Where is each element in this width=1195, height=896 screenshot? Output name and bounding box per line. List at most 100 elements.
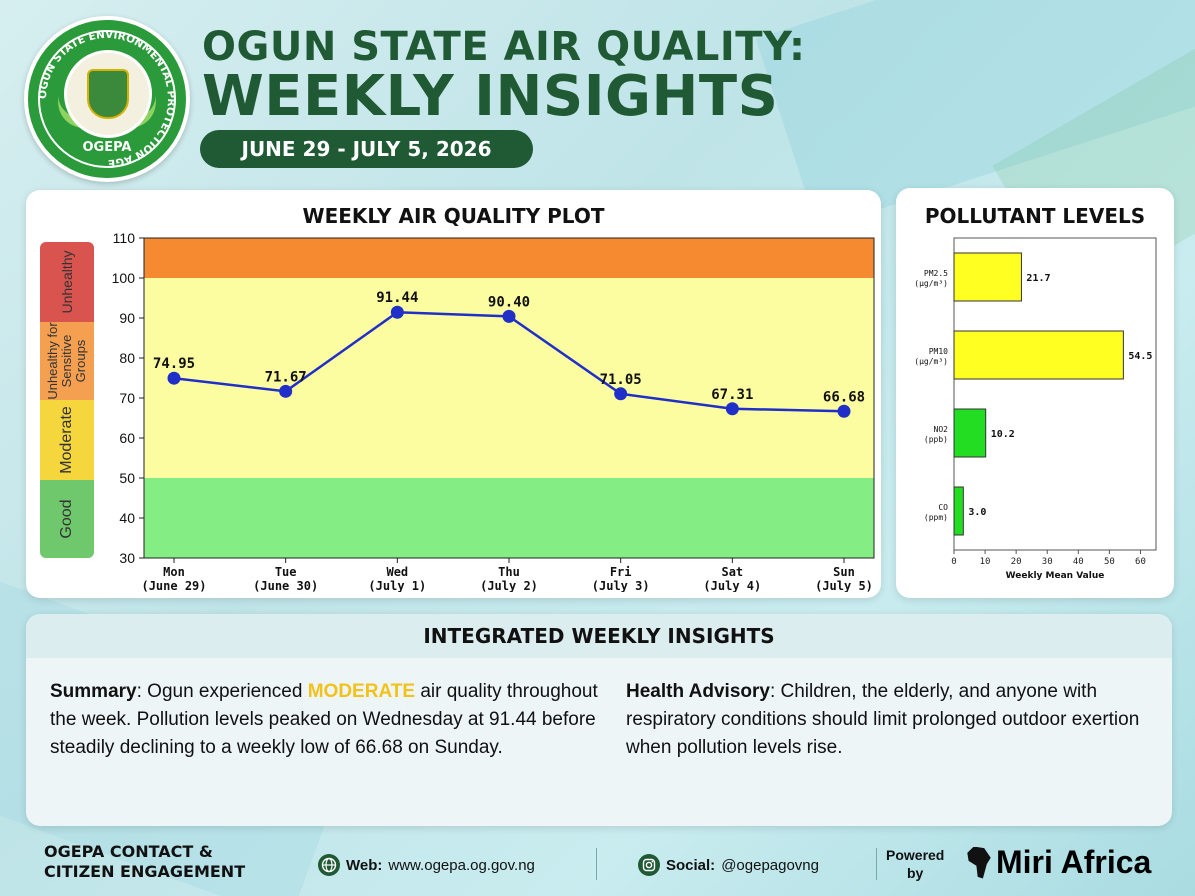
data-label: 66.68 <box>823 389 865 405</box>
bar-value-label: 21.7 <box>1026 273 1050 284</box>
footer-divider <box>596 848 597 880</box>
logo-ring <box>38 30 176 168</box>
bar-category-unit: (µg/m³) <box>914 357 948 366</box>
pollutant-bar <box>953 330 1124 380</box>
x-tick-label: Thu <box>498 565 520 579</box>
web-url[interactable]: www.ogepa.og.gov.ng <box>388 856 535 874</box>
y-tick-label: 90 <box>119 310 135 326</box>
air-quality-line-chart: 30 40 50 60 70 80 90 100 110 Mon(June 29) Tue(June… <box>112 230 875 592</box>
x-tick-label: 40 <box>1073 557 1084 567</box>
data-point <box>614 387 628 401</box>
logo-seal <box>64 50 152 138</box>
x-tick-label: Fri <box>610 565 632 579</box>
y-tick-label: 30 <box>119 550 135 566</box>
footer-divider <box>876 848 877 880</box>
shield-icon <box>87 69 129 119</box>
aqi-category-legend: Unhealthy Unhealthy for Sensitive Groups… <box>40 242 94 558</box>
x-tick-label: (July 5) <box>815 579 873 592</box>
x-tick-label: 0 <box>951 557 956 567</box>
legend-band-moderate: Moderate <box>40 400 94 480</box>
aqi-status-highlight: MODERATE <box>307 681 416 702</box>
bar-category-label: PM2.5 <box>924 269 948 278</box>
pollutant-bar <box>953 252 1022 302</box>
data-label: 74.95 <box>153 356 195 372</box>
social-handle[interactable]: @ogepagovng <box>721 856 819 874</box>
data-label: 91.44 <box>376 290 418 306</box>
ogepa-logo: OGUN STATE ENVIRONMENTAL PROTECTION AGEN… <box>24 16 190 182</box>
y-tick-label: 100 <box>112 270 136 286</box>
y-tick-label: 80 <box>119 350 135 366</box>
legend-band-unhealthy: Unhealthy <box>40 242 94 322</box>
pollutant-levels-card: POLLUTANT LEVELS 21.7 PM2.5 (µg/m³) 54.5 PM1… <box>896 188 1174 598</box>
bar-category-unit: (µg/m³) <box>914 279 948 288</box>
legend-band-sensitive: Unhealthy for Sensitive Groups <box>40 322 94 400</box>
chart-band <box>144 238 874 278</box>
y-tick-label: 50 <box>119 470 135 486</box>
x-tick-label: (July 1) <box>368 579 426 592</box>
contact-line2: CITIZEN ENGAGEMENT <box>44 862 246 881</box>
legend-band-good: Good <box>40 480 94 558</box>
page-title-line1: OGUN STATE AIR QUALITY: <box>202 24 806 70</box>
health-advisory-text: Health Advisory: Children, the elderly, … <box>626 678 1156 762</box>
powered-line1: Powered <box>886 847 945 863</box>
pollutant-bar <box>953 408 987 458</box>
data-label: 71.05 <box>600 372 642 388</box>
legend-label: Unhealthy <box>59 250 75 314</box>
date-range-badge: JUNE 29 - JULY 5, 2026 <box>200 130 533 168</box>
logo-acronym: OGEPA <box>82 140 132 155</box>
pollutant-bar <box>953 486 964 536</box>
y-tick-label: 40 <box>119 510 135 526</box>
contact-line1: OGEPA CONTACT & <box>44 842 213 861</box>
pollutant-bar-chart: 21.7PM2.5(µg/m³)54.5PM10(µg/m³)10.2NO2(p… <box>914 237 1157 581</box>
x-tick-label: (July 2) <box>480 579 538 592</box>
pollutant-title: POLLUTANT LEVELS <box>924 204 1146 228</box>
x-axis-label: Weekly Mean Value <box>1006 571 1105 581</box>
footer-social-link[interactable]: Social: @ogepagovng <box>638 854 819 876</box>
bar-category-unit: (ppb) <box>924 435 948 444</box>
bar-category-label: CO <box>938 503 948 512</box>
chart-band <box>144 478 874 558</box>
data-label: 90.40 <box>488 294 530 310</box>
x-tick-label: Wed <box>386 565 408 579</box>
legend-label: Moderate <box>58 406 75 474</box>
data-point <box>167 371 181 385</box>
page-title-line2: WEEKLY INSIGHTS <box>202 64 779 129</box>
bar-category-label: PM10 <box>929 347 948 356</box>
data-point <box>279 384 293 398</box>
bar-category-label: NO2 <box>934 425 949 434</box>
footer-web-link[interactable]: Web: www.ogepa.og.gov.ng <box>318 854 535 876</box>
x-tick-label: (July 3) <box>592 579 650 592</box>
x-tick-label: (July 4) <box>703 579 761 592</box>
y-tick-label: 60 <box>119 430 135 446</box>
data-point <box>390 305 404 319</box>
x-tick-label: Sun <box>833 565 855 579</box>
web-label: Web: <box>346 856 383 874</box>
y-tick-label: 70 <box>119 390 135 406</box>
brand-logo: Miri Africa <box>966 844 1151 881</box>
data-label: 67.31 <box>711 387 753 403</box>
x-tick-label: Mon <box>163 565 185 579</box>
data-label: 71.67 <box>265 369 307 385</box>
data-point <box>502 309 516 323</box>
powered-line2: by <box>907 865 924 881</box>
powered-by-label: Powered by <box>886 846 944 882</box>
data-point <box>725 402 739 416</box>
insights-heading: INTEGRATED WEEKLY INSIGHTS <box>26 614 1172 658</box>
x-tick-label: (June 30) <box>253 579 318 592</box>
bar-value-label: 54.5 <box>1128 351 1152 362</box>
bar-value-label: 3.0 <box>968 507 986 518</box>
advisory-label: Health Advisory <box>626 681 770 702</box>
brand-name: Miri Africa <box>996 844 1152 880</box>
x-tick-label: Sat <box>721 565 743 579</box>
insights-card: INTEGRATED WEEKLY INSIGHTS Summary: Ogun… <box>26 614 1172 826</box>
summary-pre: : Ogun experienced <box>136 681 308 702</box>
legend-label: Unhealthy for Sensitive Groups <box>45 322 88 400</box>
x-tick-label: 60 <box>1135 557 1146 567</box>
bar-category-unit: (ppm) <box>924 513 948 522</box>
footer-contact-title: OGEPA CONTACT & CITIZEN ENGAGEMENT <box>44 842 245 882</box>
advisory-body: : Children, the elderly, and anyone with… <box>626 681 1140 758</box>
y-tick-label: 110 <box>113 230 136 246</box>
plot-title: WEEKLY AIR QUALITY PLOT <box>302 204 605 228</box>
x-tick-label: 20 <box>1011 557 1022 567</box>
legend-label: Good <box>58 499 75 539</box>
